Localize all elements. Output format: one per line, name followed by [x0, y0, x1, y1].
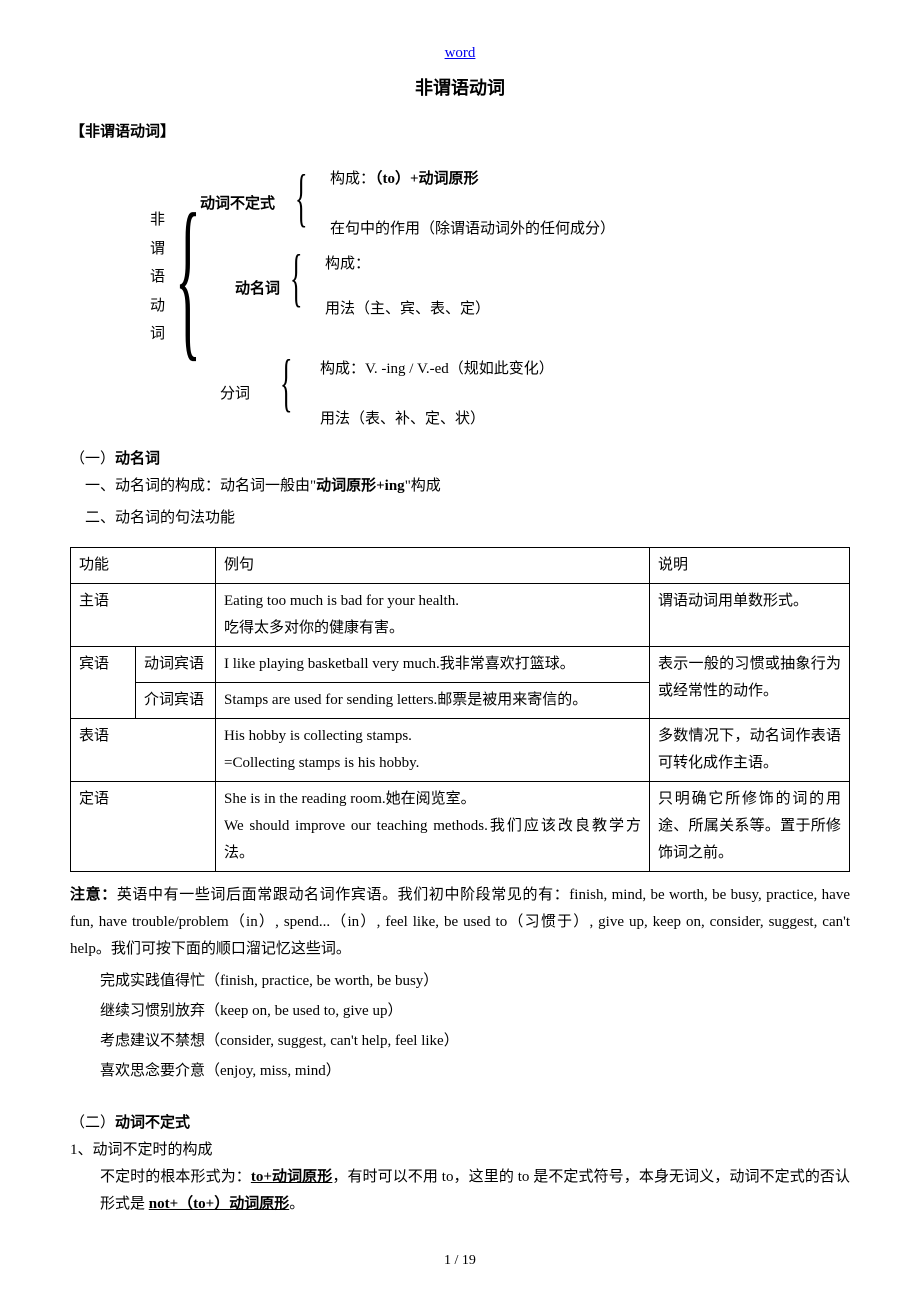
table-header-row: 功能 例句 说明	[71, 548, 850, 584]
gerund-usage: 用法（主、宾、表、定）	[325, 296, 490, 323]
func-cell: 宾语	[71, 647, 136, 719]
root-char: 词	[150, 320, 170, 349]
section2-title: （二）动词不定式	[70, 1110, 850, 1137]
root-char: 语	[150, 263, 170, 292]
table-row: 宾语 动词宾语 I like playing basketball very m…	[71, 647, 850, 683]
table-row: 主语 Eating too much is bad for your healt…	[71, 584, 850, 647]
bracket-icon: {	[295, 166, 307, 231]
root-char: 动	[150, 292, 170, 321]
func-cell: 主语	[71, 584, 216, 647]
example-cell: Stamps are used for sending letters.邮票是被…	[216, 683, 650, 719]
func-cell: 表语	[71, 719, 216, 782]
infinitive-usage: 在句中的作用（除谓语动词外的任何成分）	[330, 216, 615, 243]
participle-label: 分词	[220, 381, 250, 408]
gerund-label: 动名词	[235, 276, 280, 303]
participle-composition: 构成：V. -ing / V.-ed（规如此变化）	[320, 356, 554, 383]
mnemonic-line: 喜欢思念要介意（enjoy, miss, mind）	[100, 1058, 850, 1085]
tree-diagram: 非 谓 语 动 词 { 动词不定式 { 构成：（to）+动词原形 在句中的作用（…	[150, 166, 850, 426]
root-char: 谓	[150, 235, 170, 264]
bracket-icon: {	[280, 351, 292, 416]
subfunc-cell: 动词宾语	[136, 647, 216, 683]
tree-root: 非 谓 语 动 词	[150, 206, 170, 349]
header-link[interactable]: word	[70, 40, 850, 67]
page-footer: 1 / 19	[70, 1248, 850, 1273]
note-paragraph: 注意：英语中有一些词后面常跟动名词作宾语。我们初中阶段常见的有：finish, …	[70, 882, 850, 963]
infinitive-composition: 构成：（to）+动词原形	[330, 166, 479, 193]
mnemonic-line: 完成实践值得忙（finish, practice, be worth, be b…	[100, 968, 850, 995]
page-title: 非谓语动词	[70, 72, 850, 104]
participle-usage: 用法（表、补、定、状）	[320, 406, 485, 433]
example-cell: I like playing basketball very much.我非常喜…	[216, 647, 650, 683]
table-row: 定语 She is in the reading room.她在阅览室。 We …	[71, 782, 850, 872]
section1-title: （一）（一）动名词动名词	[70, 446, 850, 473]
desc-cell: 多数情况下，动名词作表语可转化成作主语。	[650, 719, 850, 782]
section2-para: 不定时的根本形式为：to+动词原形，有时可以不用 to，这里的 to 是不定式符…	[100, 1164, 850, 1218]
desc-cell: 谓语动词用单数形式。	[650, 584, 850, 647]
header-cell: 说明	[650, 548, 850, 584]
example-cell: His hobby is collecting stamps. =Collect…	[216, 719, 650, 782]
table-row: 表语 His hobby is collecting stamps. =Coll…	[71, 719, 850, 782]
section-heading: 【非谓语动词】	[70, 119, 850, 146]
example-cell: She is in the reading room.她在阅览室。 We sho…	[216, 782, 650, 872]
infinitive-label: 动词不定式	[200, 191, 275, 218]
header-cell: 功能	[71, 548, 216, 584]
desc-cell: 表示一般的习惯或抽象行为或经常性的动作。	[650, 647, 850, 719]
bracket-icon: {	[175, 196, 201, 358]
header-cell: 例句	[216, 548, 650, 584]
function-table: 功能 例句 说明 主语 Eating too much is bad for y…	[70, 547, 850, 872]
bracket-icon: {	[290, 246, 302, 311]
desc-cell: 只明确它所修饰的词的用途、所属关系等。置于所修饰词之前。	[650, 782, 850, 872]
root-char: 非	[150, 206, 170, 235]
subfunc-cell: 介词宾语	[136, 683, 216, 719]
mnemonic-line: 考虑建议不禁想（consider, suggest, can't help, f…	[100, 1028, 850, 1055]
section2-line1: 1、动词不定时的构成	[70, 1137, 850, 1164]
section1-line2: 二、动名词的句法功能	[85, 505, 850, 532]
func-cell: 定语	[71, 782, 216, 872]
section1-line1: 一、动名词的构成：动名词一般由"动词原形+ing"构成	[85, 473, 850, 500]
gerund-composition: 构成：	[325, 251, 370, 278]
mnemonic-line: 继续习惯别放弃（keep on, be used to, give up）	[100, 998, 850, 1025]
example-cell: Eating too much is bad for your health. …	[216, 584, 650, 647]
